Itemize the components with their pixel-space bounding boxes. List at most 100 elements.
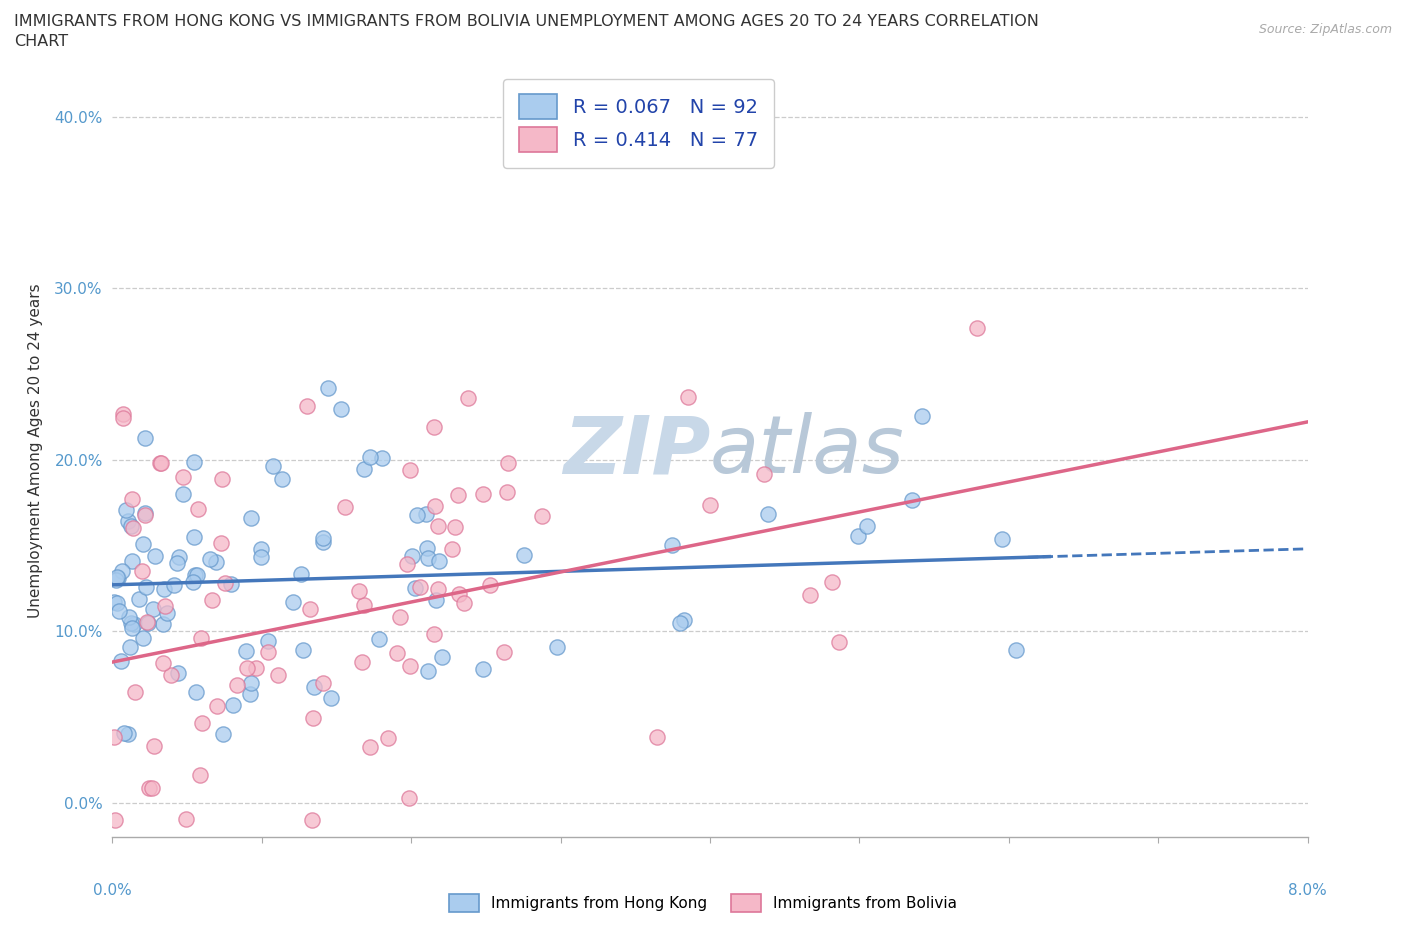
- Point: [432, 649, 454, 664]
- Point: [117, 513, 139, 528]
- Point: [966, 321, 988, 336]
- Point: [911, 409, 934, 424]
- Point: [222, 698, 245, 712]
- Point: [134, 508, 156, 523]
- Legend: R = 0.067   N = 92, R = 0.414   N = 77: R = 0.067 N = 92, R = 0.414 N = 77: [503, 79, 773, 167]
- Point: [494, 644, 516, 659]
- Point: [142, 602, 165, 617]
- Point: [377, 731, 399, 746]
- Point: [472, 486, 495, 501]
- Point: [669, 616, 692, 631]
- Point: [111, 564, 134, 578]
- Point: [250, 550, 273, 565]
- Point: [699, 498, 721, 512]
- Point: [191, 716, 214, 731]
- Point: [201, 592, 224, 607]
- Point: [160, 668, 183, 683]
- Point: [471, 661, 494, 676]
- Point: [124, 684, 146, 699]
- Point: [415, 507, 437, 522]
- Point: [256, 633, 278, 648]
- Point: [399, 658, 422, 673]
- Point: [820, 575, 842, 590]
- Point: [149, 456, 172, 471]
- Point: [415, 540, 437, 555]
- Point: [138, 780, 160, 795]
- Point: [299, 602, 322, 617]
- Point: [128, 591, 150, 606]
- Point: [513, 547, 536, 562]
- Point: [141, 780, 163, 795]
- Point: [359, 450, 381, 465]
- Point: [447, 587, 470, 602]
- Point: [249, 542, 271, 557]
- Point: [183, 454, 205, 469]
- Point: [416, 663, 439, 678]
- Point: [104, 573, 127, 588]
- Point: [153, 581, 176, 596]
- Point: [136, 615, 159, 630]
- Point: [349, 584, 371, 599]
- Point: [990, 531, 1012, 546]
- Point: [457, 391, 479, 405]
- Point: [799, 588, 821, 603]
- Point: [423, 498, 446, 513]
- Point: [426, 582, 449, 597]
- Point: [416, 551, 439, 565]
- Point: [447, 487, 470, 502]
- Point: [426, 519, 449, 534]
- Point: [645, 729, 668, 744]
- Point: [404, 580, 426, 595]
- Text: Source: ZipAtlas.com: Source: ZipAtlas.com: [1258, 23, 1392, 36]
- Point: [122, 617, 145, 631]
- Point: [239, 511, 262, 525]
- Point: [211, 726, 233, 741]
- Point: [187, 501, 209, 516]
- Point: [401, 549, 423, 564]
- Point: [409, 579, 432, 594]
- Point: [111, 406, 134, 421]
- Point: [756, 507, 779, 522]
- Point: [901, 493, 924, 508]
- Point: [104, 813, 127, 828]
- Point: [479, 578, 502, 592]
- Point: [167, 550, 190, 565]
- Point: [143, 549, 166, 564]
- Point: [319, 690, 342, 705]
- Point: [330, 402, 353, 417]
- Point: [117, 726, 139, 741]
- Point: [353, 461, 375, 476]
- Point: [371, 450, 394, 465]
- Point: [425, 592, 447, 607]
- Point: [848, 528, 870, 543]
- Legend: Immigrants from Hong Kong, Immigrants from Bolivia: Immigrants from Hong Kong, Immigrants fr…: [443, 888, 963, 918]
- Point: [496, 456, 519, 471]
- Point: [172, 470, 194, 485]
- Point: [661, 538, 683, 552]
- Text: 0.0%: 0.0%: [93, 884, 132, 898]
- Point: [183, 530, 205, 545]
- Point: [134, 506, 156, 521]
- Point: [120, 519, 142, 534]
- Point: [121, 492, 143, 507]
- Point: [142, 738, 165, 753]
- Point: [406, 508, 429, 523]
- Point: [359, 739, 381, 754]
- Point: [120, 639, 142, 654]
- Point: [754, 467, 776, 482]
- Point: [245, 660, 267, 675]
- Point: [211, 472, 233, 486]
- Point: [204, 554, 226, 569]
- Text: 8.0%: 8.0%: [1288, 884, 1327, 898]
- Point: [290, 566, 312, 581]
- Point: [672, 613, 695, 628]
- Point: [295, 398, 318, 413]
- Point: [226, 677, 249, 692]
- Point: [118, 609, 141, 624]
- Point: [163, 578, 186, 592]
- Point: [396, 556, 419, 571]
- Point: [134, 431, 156, 445]
- Point: [115, 502, 138, 517]
- Point: [167, 666, 190, 681]
- Point: [312, 675, 335, 690]
